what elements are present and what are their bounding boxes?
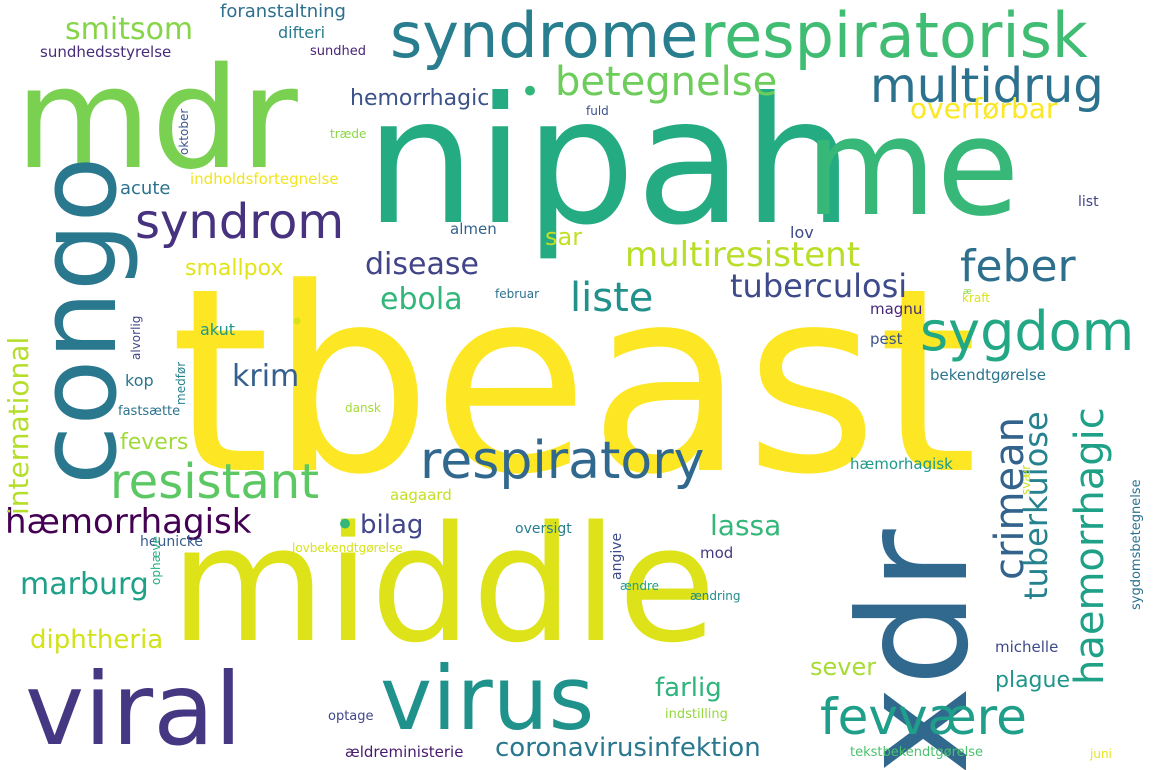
word-sundhedsstyrelse: sundhedsstyrelse xyxy=(40,43,172,61)
word-alvorlig: alvorlig xyxy=(129,315,143,360)
word-respiratorisk: respiratorisk xyxy=(700,0,1088,72)
word-marburg: marburg xyxy=(20,567,149,602)
word-aeldreministerie: ældreministerie xyxy=(345,743,464,761)
word-bilag: bilag xyxy=(360,510,424,540)
word-ebola: ebola xyxy=(380,282,463,317)
word-list: list xyxy=(1078,194,1099,210)
word-sar: sar xyxy=(545,223,583,251)
word-ophaeve: ophæve xyxy=(149,536,163,585)
word-svaer: svær xyxy=(1019,464,1033,495)
word-magnu: magnu xyxy=(870,300,923,318)
word-me: me xyxy=(805,89,1020,246)
word-smitsom: smitsom xyxy=(65,12,194,47)
word-betegnelse: betegnelse xyxy=(555,59,778,105)
word-lassa: lassa xyxy=(710,509,782,542)
word-plague: plague xyxy=(995,668,1071,693)
word-dot2: • xyxy=(290,308,305,336)
word-almen: almen xyxy=(450,220,497,238)
word-heunicke: heunicke xyxy=(140,534,204,550)
word-oversigt: oversigt xyxy=(515,521,572,537)
word-coronavirusinfektion: coronavirusinfektion xyxy=(495,733,761,763)
word-dot3: • xyxy=(335,505,356,545)
word-sever: sever xyxy=(810,653,877,681)
word-fevvaere: fevvære xyxy=(820,688,1027,746)
word-angive: angive xyxy=(609,532,625,580)
word-haemorrhagisk: hæmorrhagisk xyxy=(5,502,252,542)
word-syndrom: syndrom xyxy=(135,194,345,250)
word-aagaard: aagaard xyxy=(390,486,452,504)
word-medfor: medfør xyxy=(174,361,188,405)
word-nipah: nipah xyxy=(365,61,854,264)
word-dansk: dansk xyxy=(345,401,381,415)
word-tekstbekendtgorelse: tekstbekendtgørelse xyxy=(850,745,984,760)
word-tuberculosi: tuberculosi xyxy=(730,267,908,305)
word-multidrug: multidrug xyxy=(870,58,1104,114)
word-middle: middle xyxy=(170,491,717,678)
word-resistant: resistant xyxy=(110,454,320,510)
word-fastsaette: fastsætte xyxy=(118,404,181,419)
word-hemorrhagic: hemorrhagic xyxy=(350,86,490,111)
word-pest: pest xyxy=(870,330,903,348)
word-respiratory: respiratory xyxy=(420,431,705,491)
word-indholdsfortegnelse: indholdsfortegnelse xyxy=(190,170,339,188)
word-sygdomsbetegnelse: sygdomsbetegnelse xyxy=(1129,479,1144,610)
word-kop: kop xyxy=(125,371,154,390)
word-tiny1: æ xyxy=(963,287,972,297)
word-lov: lov xyxy=(790,223,814,242)
word-kraft: kraft xyxy=(962,291,990,305)
word-mdr: mdr xyxy=(15,38,298,201)
word-februar: februar xyxy=(495,287,540,301)
word-tuberkulose: tuberkulose xyxy=(1017,411,1055,600)
word-diphtheria: diphtheria xyxy=(30,625,164,655)
word-aendring: ændring xyxy=(690,589,741,603)
word-international: international xyxy=(2,336,35,515)
word-traede: træde xyxy=(330,127,367,141)
word-difteri: difteri xyxy=(278,23,326,42)
word-lovbekendtgorelse: lovbekendtgørelse xyxy=(292,541,403,555)
word-farlig: farlig xyxy=(655,673,722,703)
word-sundhed: sundhed xyxy=(310,44,366,59)
word-aendre: ændre xyxy=(620,579,660,593)
word-syndrome: syndrome xyxy=(390,0,699,72)
word-virus: virus xyxy=(380,647,595,750)
word-fuld: fuld xyxy=(586,104,609,118)
word-oktober: oktober xyxy=(177,108,191,155)
word-haemorrhagic: haemorrhagic xyxy=(1067,407,1113,685)
word-sygdom: sygdom xyxy=(920,300,1135,363)
word-disease: disease xyxy=(365,247,479,282)
word-overforbar: overførbar xyxy=(910,92,1058,125)
word-acute: acute xyxy=(120,178,171,199)
word-liste: liste xyxy=(570,275,654,321)
word-dot1: • xyxy=(520,72,541,112)
word-indstilling: indstilling xyxy=(665,707,728,722)
word-akut: akut xyxy=(200,320,235,339)
word-mod: mod xyxy=(700,544,734,562)
word-juni: juni xyxy=(1090,747,1112,761)
word-fevers: fevers xyxy=(120,430,189,455)
word-haemorhagisk: hæmorhagisk xyxy=(850,455,953,473)
word-krim: krim xyxy=(232,359,300,394)
word-feber: feber xyxy=(960,241,1076,292)
word-michelle: michelle xyxy=(995,638,1059,656)
word-smallpox: smallpox xyxy=(185,256,284,281)
word-viral: viral xyxy=(25,651,243,768)
word-tbeast: tbeast xyxy=(170,234,978,531)
word-congo: congo xyxy=(16,156,141,485)
word-multiresistent: multiresistent xyxy=(625,235,861,275)
word-bekendtgorelse: bekendtgørelse xyxy=(930,366,1047,384)
word-optage: optage xyxy=(328,709,374,724)
word-foranstaltning: foranstaltning xyxy=(220,1,346,22)
